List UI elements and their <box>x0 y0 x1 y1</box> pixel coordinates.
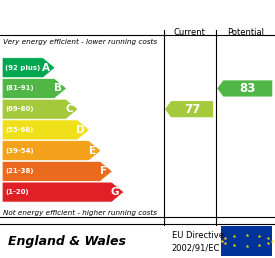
Text: (1-20): (1-20) <box>5 189 29 195</box>
Text: G: G <box>111 187 119 197</box>
Text: (55-68): (55-68) <box>5 127 33 133</box>
Text: EU Directive: EU Directive <box>172 231 224 240</box>
Polygon shape <box>2 58 55 78</box>
Text: (21-38): (21-38) <box>5 168 34 174</box>
Polygon shape <box>2 78 67 99</box>
FancyBboxPatch shape <box>221 226 272 256</box>
Text: A: A <box>42 63 50 73</box>
Text: 83: 83 <box>240 82 256 95</box>
Text: 77: 77 <box>184 103 200 116</box>
Polygon shape <box>165 101 213 117</box>
Text: D: D <box>76 125 85 135</box>
Polygon shape <box>2 161 112 181</box>
Text: Current: Current <box>174 28 206 37</box>
Text: (69-80): (69-80) <box>5 106 34 112</box>
Text: England & Wales: England & Wales <box>8 235 126 248</box>
Text: (92 plus): (92 plus) <box>5 65 40 71</box>
Text: B: B <box>54 83 62 93</box>
Text: Not energy efficient - higher running costs: Not energy efficient - higher running co… <box>3 210 157 216</box>
Polygon shape <box>2 182 124 202</box>
Text: (81-91): (81-91) <box>5 85 34 91</box>
Text: E: E <box>89 146 96 156</box>
Text: 2002/91/EC: 2002/91/EC <box>172 243 220 252</box>
Polygon shape <box>2 120 89 140</box>
Text: Potential: Potential <box>227 28 264 37</box>
Text: Energy Efficiency Rating: Energy Efficiency Rating <box>8 9 192 22</box>
Text: (39-54): (39-54) <box>5 148 34 154</box>
Polygon shape <box>2 99 78 119</box>
Text: C: C <box>65 104 73 114</box>
Polygon shape <box>2 141 101 161</box>
Text: Very energy efficient - lower running costs: Very energy efficient - lower running co… <box>3 39 157 45</box>
Text: F: F <box>100 166 107 176</box>
Polygon shape <box>217 80 272 96</box>
